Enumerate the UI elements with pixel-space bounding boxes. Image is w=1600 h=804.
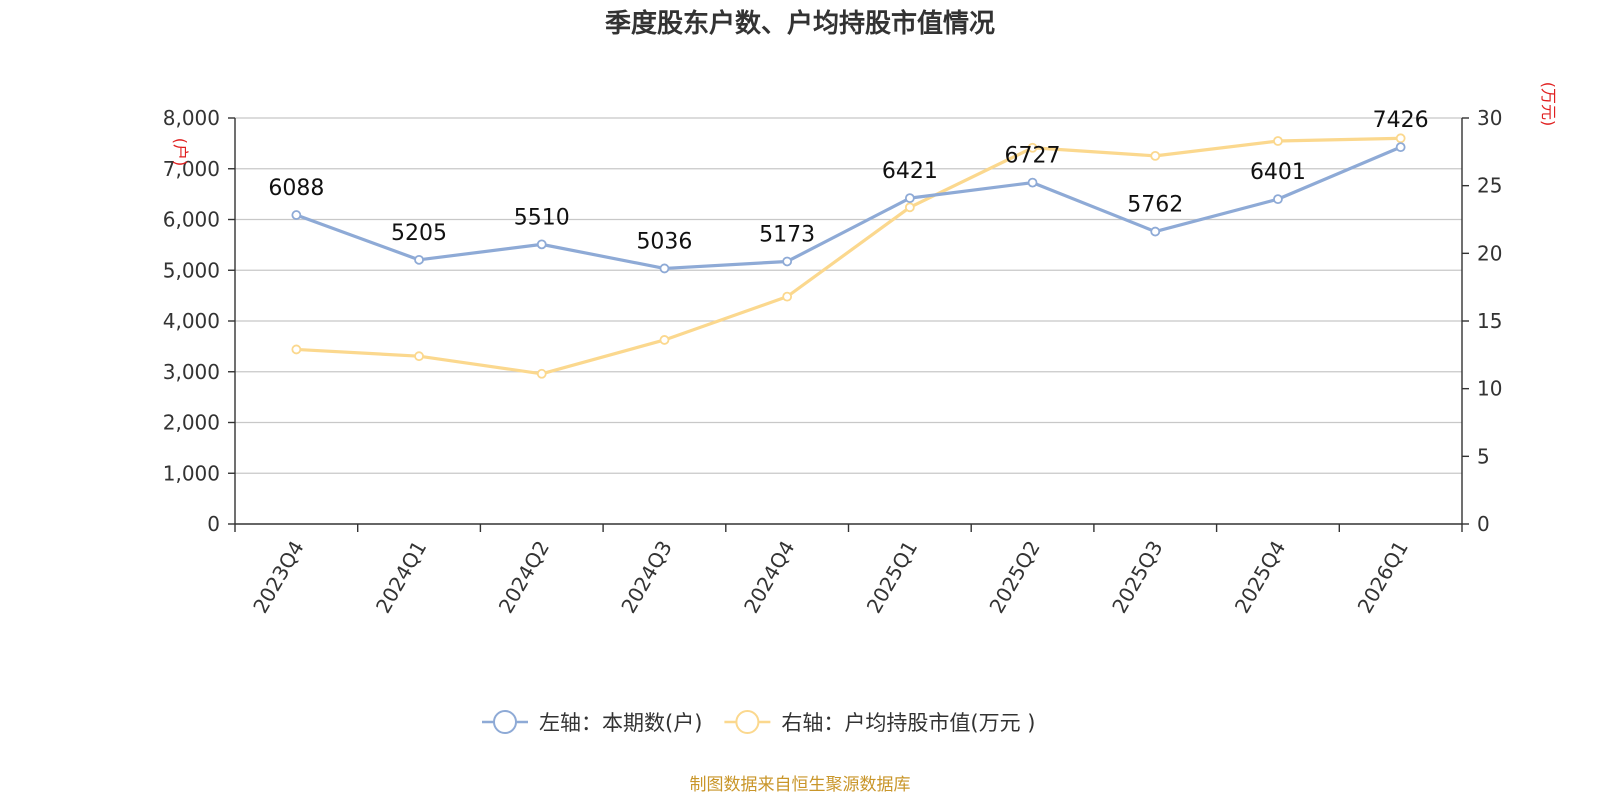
legend-item-left[interactable]: 左轴：本期数(户)	[482, 710, 702, 735]
series-point-left-9[interactable]	[1395, 142, 1406, 153]
chart-title: 季度股东户数、户均持股市值情况	[605, 8, 995, 39]
series-point-left-6[interactable]	[1027, 177, 1038, 188]
data-label-5: 6421	[882, 159, 938, 184]
legend-label-1: 右轴：户均持股市值(万元 )	[781, 711, 1035, 735]
data-label-8: 6401	[1250, 160, 1306, 185]
right-tick-label-5: 25	[1477, 174, 1502, 198]
series-point-right-0[interactable]	[291, 344, 302, 355]
right-axis-unit: (万元)	[1539, 82, 1558, 127]
source-note: 制图数据来自恒生聚源数据库	[690, 775, 911, 795]
series-point-right-9[interactable]	[1395, 133, 1406, 144]
data-label-6: 6727	[1005, 144, 1061, 169]
right-tick-label-2: 10	[1477, 377, 1502, 401]
series-point-right-4[interactable]	[782, 291, 793, 302]
grid-lines	[235, 117, 1462, 474]
left-tick-label-5: 5,000	[163, 258, 220, 282]
legend[interactable]: 左轴：本期数(户) 右轴：户均持股市值(万元 )	[482, 710, 1035, 735]
x-tick-label-9: 2026Q1	[1353, 537, 1413, 618]
left-tick-label-4: 4,000	[163, 309, 220, 333]
left-tick-label-0: 0	[207, 512, 220, 536]
left-tick-label-2: 2,000	[163, 411, 220, 435]
series-line-left	[295, 145, 1402, 271]
series-point-right-2[interactable]	[536, 368, 547, 379]
series-point-right-1[interactable]	[414, 351, 424, 362]
series-point-left-3[interactable]	[659, 263, 670, 274]
data-label-2: 5510	[514, 205, 570, 230]
legend-swatch-marker-0	[493, 710, 517, 734]
legend-label-0: 左轴：本期数(户)	[539, 711, 702, 735]
left-tick-label-6: 6,000	[163, 208, 220, 232]
left-tick-label-7: 7,000	[163, 157, 220, 181]
legend-swatch-marker-1	[735, 710, 760, 734]
data-label-9: 7426	[1373, 108, 1429, 133]
series-point-left-8[interactable]	[1273, 194, 1283, 205]
series-point-left-5[interactable]	[904, 193, 915, 204]
series-line-right	[296, 136, 1401, 376]
series-point-left-1[interactable]	[414, 254, 424, 265]
right-tick-label-0: 0	[1477, 512, 1490, 536]
right-tick-label-6: 30	[1477, 106, 1502, 130]
x-tick-label-3: 2024Q3	[616, 537, 676, 618]
x-tick-label-5: 2025Q1	[862, 537, 922, 618]
left-tick-label-3: 3,000	[163, 360, 220, 384]
series-point-left-4[interactable]	[782, 256, 793, 267]
data-label-4: 5173	[759, 222, 815, 247]
data-labels: 6088 5205 5510 5036 5173 6421 6727 5762 6401 7426	[268, 108, 1428, 254]
series-point-right-7[interactable]	[1150, 150, 1161, 161]
left-tick-label-8: 8,000	[163, 106, 220, 130]
series-lines	[291, 133, 1406, 379]
series-point-left-0[interactable]	[291, 210, 302, 220]
series-point-right-3[interactable]	[659, 335, 670, 345]
series-point-left-2[interactable]	[536, 239, 547, 250]
right-tick-label-1: 5	[1477, 444, 1490, 468]
x-tick-label-6: 2025Q2	[984, 537, 1044, 618]
legend-item-right[interactable]: 右轴：户均持股市值(万元 )	[724, 710, 1035, 735]
axes: 0 1,000 2,000 3,000 4,000 5,000 6,000 7,000 8,00…	[163, 82, 1558, 617]
left-axis-unit: (户)	[171, 138, 190, 167]
data-label-0: 6088	[268, 176, 324, 201]
data-label-3: 5036	[636, 229, 692, 254]
series-point-right-8[interactable]	[1273, 136, 1283, 146]
x-tick-label-1: 2024Q1	[371, 537, 431, 618]
x-tick-label-7: 2025Q3	[1107, 537, 1167, 618]
data-label-7: 5762	[1127, 193, 1183, 218]
right-tick-label-3: 15	[1477, 309, 1502, 333]
series-point-left-7[interactable]	[1150, 226, 1161, 237]
left-tick-label-1: 1,000	[163, 461, 220, 485]
x-tick-label-4: 2024Q4	[739, 537, 799, 618]
data-label-1: 5205	[391, 221, 447, 246]
series-point-right-5[interactable]	[904, 202, 915, 213]
x-tick-label-0: 2023Q4	[248, 537, 308, 618]
right-tick-label-4: 20	[1477, 241, 1502, 265]
x-tick-label-2: 2024Q2	[494, 537, 554, 618]
x-tick-label-8: 2025Q4	[1230, 537, 1290, 618]
series-point-right-6[interactable]	[1027, 142, 1038, 153]
